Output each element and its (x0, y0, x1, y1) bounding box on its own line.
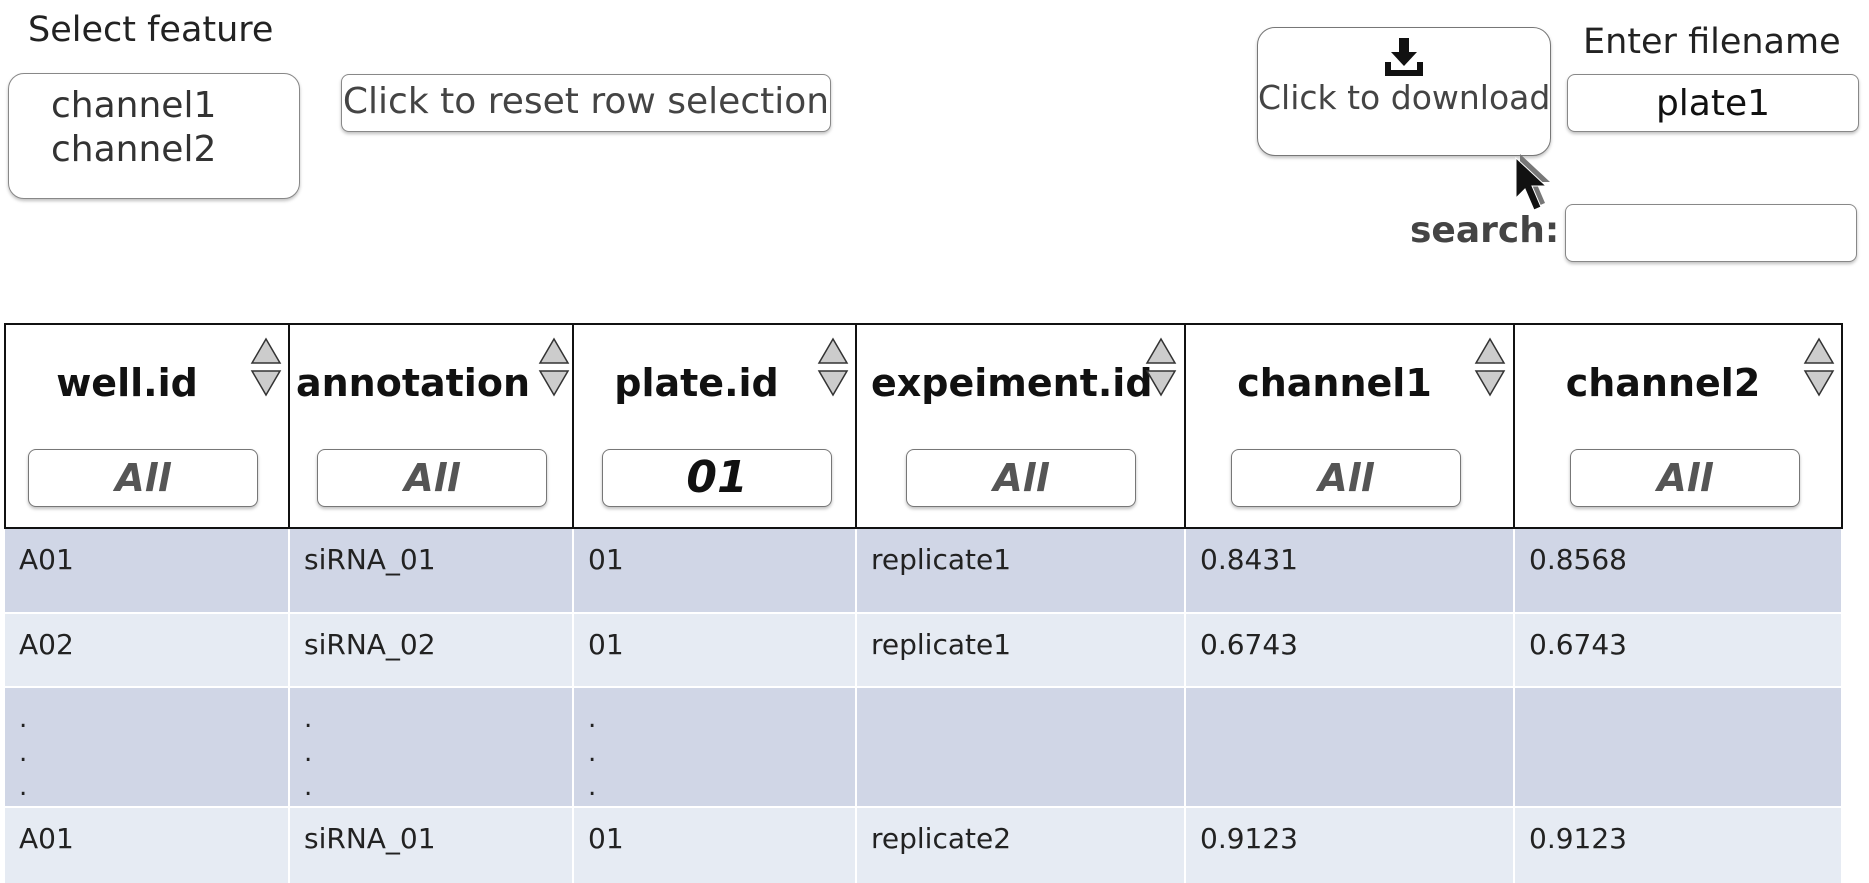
filter-input-channel1[interactable]: All (1231, 449, 1461, 507)
download-button-label: Click to download (1258, 78, 1551, 117)
table-cell: siRNA_02 (288, 612, 574, 687)
table-row[interactable]: A02 siRNA_02 01 replicate1 0.6743 0.6743 (5, 612, 1843, 687)
feature-select-list[interactable]: channel1 channel2 (8, 73, 300, 199)
filter-input-annotation[interactable]: All (317, 449, 547, 507)
column-title: plate.id (614, 361, 779, 405)
table-cell (1513, 686, 1843, 807)
table-cell: A01 (5, 528, 290, 613)
table-cell: 01 (572, 806, 857, 883)
sort-arrows-icon[interactable] (250, 337, 282, 397)
table-cell: replicate2 (855, 806, 1186, 883)
filename-input[interactable] (1567, 74, 1859, 132)
filter-input-channel2[interactable]: All (1570, 449, 1800, 507)
column-title: well.id (56, 361, 198, 405)
column-title: channel1 (1237, 361, 1432, 405)
select-feature-label: Select feature (28, 10, 274, 50)
table-cell: . . . (5, 686, 290, 807)
table-cell: 0.9123 (1184, 806, 1515, 883)
table-cell: siRNA_01 (288, 528, 574, 613)
table-cell (855, 686, 1186, 807)
filter-input-plate-id[interactable]: 01 (602, 449, 832, 507)
filter-input-experiment-id[interactable]: All (906, 449, 1136, 507)
table-row[interactable]: A01 siRNA_01 01 replicate1 0.8431 0.8568 (5, 528, 1843, 613)
table-cell: . . . (572, 686, 857, 807)
column-header-experiment-id[interactable]: expeiment.id All (855, 323, 1186, 529)
search-label: search: (1410, 210, 1560, 251)
sort-arrows-icon[interactable] (538, 337, 570, 397)
sort-arrows-icon[interactable] (1145, 337, 1177, 397)
table-cell: replicate1 (855, 528, 1186, 613)
table-cell: 0.9123 (1513, 806, 1843, 883)
sort-arrows-icon[interactable] (1474, 337, 1506, 397)
feature-option-channel2[interactable]: channel2 (51, 129, 217, 170)
filter-input-well-id[interactable]: All (28, 449, 258, 507)
column-title: expeiment.id (871, 361, 1153, 405)
filename-label: Enter filename (1583, 22, 1841, 62)
table-cell: 01 (572, 528, 857, 613)
column-header-channel1[interactable]: channel1 All (1184, 323, 1515, 529)
download-button[interactable]: Click to download (1257, 27, 1551, 156)
table-cell: 0.6743 (1184, 612, 1515, 687)
column-header-channel2[interactable]: channel2 All (1513, 323, 1843, 529)
column-header-plate-id[interactable]: plate.id 01 (572, 323, 857, 529)
table-cell: 0.8568 (1513, 528, 1843, 613)
table-cell: replicate1 (855, 612, 1186, 687)
sort-arrows-icon[interactable] (817, 337, 849, 397)
mouse-cursor-icon (1515, 154, 1550, 211)
search-input[interactable] (1565, 204, 1857, 262)
table-cell (1184, 686, 1515, 807)
data-table: well.id All annotation All plate.id 01 e… (4, 323, 1843, 883)
table-row[interactable]: A01 siRNA_01 01 replicate2 0.9123 0.9123 (5, 806, 1843, 883)
sort-arrows-icon[interactable] (1803, 337, 1835, 397)
column-title: channel2 (1565, 361, 1761, 405)
table-cell: 01 (572, 612, 857, 687)
reset-row-selection-button[interactable]: Click to reset row selection (341, 74, 831, 132)
table-cell: . . . (288, 686, 574, 807)
column-header-well-id[interactable]: well.id All (4, 323, 290, 529)
table-cell: A01 (5, 806, 290, 883)
feature-option-channel1[interactable]: channel1 (51, 85, 217, 126)
table-row-ellipsis: . . . . . . . . . (5, 686, 1843, 807)
table-cell: A02 (5, 612, 290, 687)
table-header-row: well.id All annotation All plate.id 01 e… (4, 323, 1843, 529)
table-cell: siRNA_01 (288, 806, 574, 883)
table-cell: 0.6743 (1513, 612, 1843, 687)
table-cell: 0.8431 (1184, 528, 1515, 613)
column-header-annotation[interactable]: annotation All (288, 323, 574, 529)
download-icon (1385, 38, 1423, 76)
column-title: annotation (295, 361, 530, 405)
